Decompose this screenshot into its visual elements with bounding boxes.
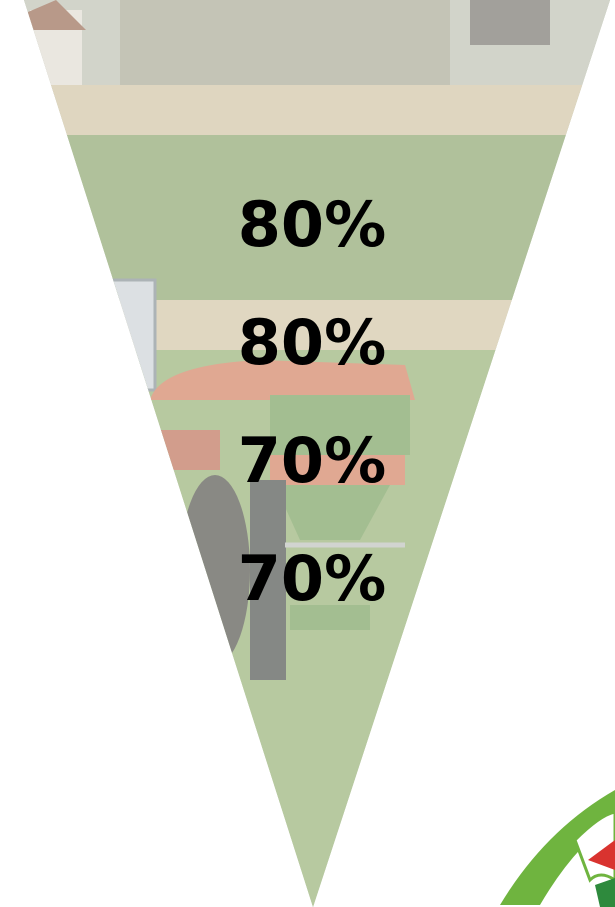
percent-label: 80% — [238, 306, 386, 379]
logo — [500, 790, 615, 907]
percent-labels: 80% 80% 70% 70% — [238, 188, 386, 615]
percent-label: 70% — [238, 424, 386, 497]
percent-label: 80% — [238, 188, 386, 261]
percent-label: 70% — [238, 542, 386, 615]
